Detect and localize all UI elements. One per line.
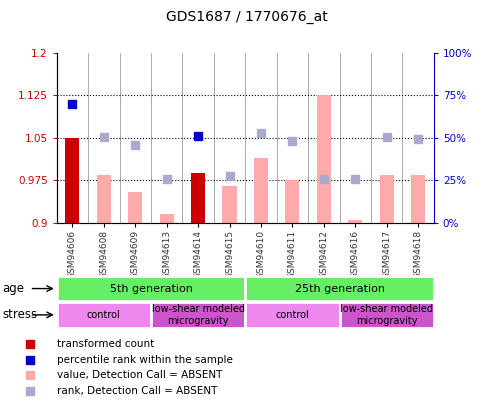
Bar [222,186,237,223]
Text: rank, Detection Call = ABSENT: rank, Detection Call = ABSENT [57,386,217,396]
Bar [160,214,174,223]
Bar [151,302,245,328]
Text: value, Detection Call = ABSENT: value, Detection Call = ABSENT [57,370,222,380]
Text: stress: stress [2,308,37,322]
Bar [66,138,79,223]
Bar [340,302,434,328]
Text: 25th generation: 25th generation [294,284,385,294]
Bar [128,192,142,223]
Text: low-shear modeled
microgravity: low-shear modeled microgravity [340,304,433,326]
Bar [285,180,299,223]
Text: age: age [2,282,25,295]
Text: 5th generation: 5th generation [109,284,192,294]
Bar [97,175,111,223]
Bar [317,95,331,223]
Text: control: control [276,310,309,320]
Bar [348,220,362,223]
Text: percentile rank within the sample: percentile rank within the sample [57,355,233,364]
Text: transformed count: transformed count [57,339,154,350]
Bar [245,302,340,328]
Bar [411,175,425,223]
Text: GDS1687 / 1770676_at: GDS1687 / 1770676_at [166,10,327,24]
Bar [254,158,268,223]
Bar [57,302,151,328]
Bar [191,173,205,223]
Text: low-shear modeled
microgravity: low-shear modeled microgravity [152,304,245,326]
Text: control: control [87,310,121,320]
Bar [380,175,394,223]
Bar [57,276,245,301]
Bar [245,276,434,301]
